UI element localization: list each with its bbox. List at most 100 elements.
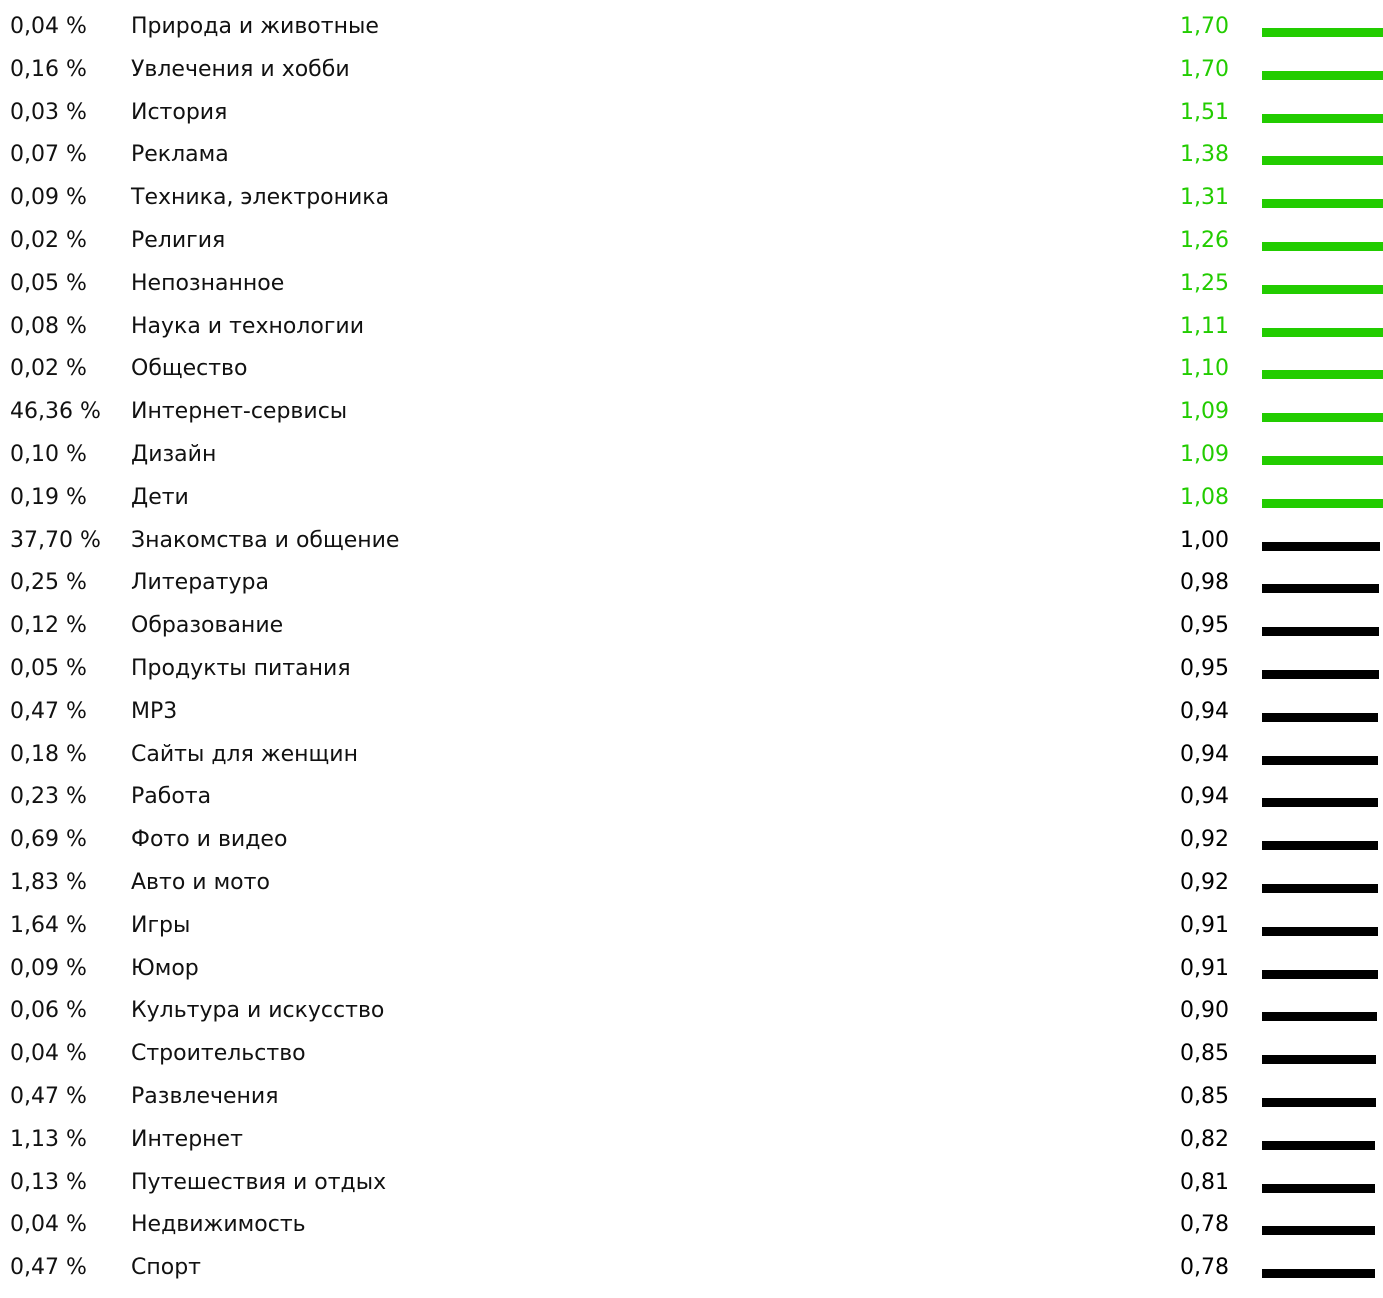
row-index-value: 0,78 [1180, 1255, 1229, 1281]
row-category-label: Культура и искусство [131, 998, 385, 1024]
row-index-value: 0,90 [1180, 998, 1229, 1024]
row-category-label: Авто и мото [131, 870, 270, 895]
row-share: 0,18 % [10, 741, 87, 767]
row-share: 0,04 % [10, 1041, 87, 1067]
row-category-label: Образование [131, 613, 284, 639]
index-bar [1262, 370, 1383, 380]
row-category-label: Общество [131, 356, 248, 382]
table-row: 0,16 % Увлечения и хобби 1,70 [0, 57, 1383, 100]
table-row: 0,04 % Природа и животные 1,70 [0, 14, 1383, 57]
row-share: 0,07 % [10, 142, 87, 168]
row-share: 0,10 % [10, 442, 87, 467]
table-row: 0,13 % Путешествия и отдых 0,81 [0, 1170, 1383, 1213]
table-row: 0,04 % Строительство 0,85 [0, 1041, 1383, 1084]
row-share: 0,25 % [10, 570, 87, 596]
row-share: 0,09 % [10, 185, 87, 211]
row-category-label: Увлечения и хобби [131, 56, 350, 82]
index-bar [1262, 1183, 1375, 1193]
index-bar [1262, 584, 1379, 594]
table-row: 0,02 % Религия 1,26 [0, 228, 1383, 271]
index-bar [1262, 327, 1383, 337]
row-index-value: 0,94 [1180, 784, 1229, 810]
row-index-value: 1,09 [1180, 442, 1229, 467]
row-category-label: Природа и животные [131, 14, 379, 39]
index-bar [1262, 627, 1379, 637]
row-index-value: 1,38 [1180, 142, 1229, 168]
row-share: 0,12 % [10, 613, 87, 639]
row-share: 1,64 % [10, 912, 87, 938]
index-bar [1262, 884, 1378, 893]
row-index-value: 1,08 [1180, 484, 1229, 510]
table-row: 0,47 % MP3 0,94 [0, 699, 1383, 742]
row-index-value: 0,82 [1180, 1126, 1229, 1152]
row-category-label: Работа [131, 784, 212, 810]
row-index-value: 1,51 [1180, 99, 1229, 125]
row-index-value: 0,98 [1180, 570, 1229, 596]
index-bar [1262, 1140, 1375, 1150]
index-bar [1262, 284, 1383, 294]
table-row: 0,25 % Литература 0,98 [0, 570, 1383, 613]
table-row: 46,36 % Интернет-сервисы 1,09 [0, 399, 1383, 442]
index-bar [1262, 1269, 1375, 1279]
row-share: 37,70 % [10, 527, 101, 553]
row-index-value: 0,91 [1180, 912, 1229, 938]
index-bar [1262, 1226, 1375, 1236]
row-category-label: Игры [131, 912, 191, 938]
row-category-label: Спорт [131, 1255, 201, 1281]
row-index-value: 1,31 [1180, 185, 1229, 211]
row-share: 0,69 % [10, 827, 87, 853]
table-row: 0,10 % Дизайн 1,09 [0, 442, 1383, 485]
row-category-label: Путешествия и отдых [131, 1169, 387, 1195]
table-row: 0,09 % Юмор 0,91 [0, 956, 1383, 999]
row-share: 0,04 % [10, 1212, 87, 1238]
index-bar [1262, 70, 1383, 80]
row-category-label: Литература [131, 570, 269, 596]
row-index-value: 1,09 [1180, 399, 1229, 425]
row-index-value: 0,95 [1180, 656, 1229, 681]
row-share: 1,83 % [10, 870, 87, 895]
row-index-value: 0,81 [1180, 1169, 1229, 1195]
row-category-label: Продукты питания [131, 656, 351, 681]
index-bar [1262, 199, 1383, 209]
index-bar [1262, 242, 1383, 251]
index-bar [1262, 1055, 1376, 1065]
table-row: 1,64 % Игры 0,91 [0, 913, 1383, 956]
index-bar [1262, 969, 1378, 979]
table-row: 0,09 % Техника, электроника 1,31 [0, 185, 1383, 228]
row-index-value: 1,25 [1180, 270, 1229, 296]
row-category-label: Дети [131, 484, 189, 510]
row-share: 0,13 % [10, 1169, 87, 1195]
row-index-value: 0,92 [1180, 870, 1229, 895]
table-row: 0,69 % Фото и видео 0,92 [0, 827, 1383, 870]
row-share: 0,06 % [10, 998, 87, 1024]
row-category-label: Религия [131, 228, 226, 253]
row-index-value: 0,91 [1180, 955, 1229, 981]
row-index-value: 0,85 [1180, 1041, 1229, 1067]
index-bar [1262, 28, 1383, 37]
row-index-value: 1,10 [1180, 356, 1229, 382]
table-row: 0,47 % Спорт 0,78 [0, 1255, 1383, 1298]
row-category-label: История [131, 99, 228, 125]
index-bar [1262, 456, 1383, 465]
table-row: 0,06 % Культура и искусство 0,90 [0, 998, 1383, 1041]
index-bar [1262, 670, 1379, 679]
table-row: 0,19 % Дети 1,08 [0, 485, 1383, 528]
table-row: 0,07 % Реклама 1,38 [0, 142, 1383, 185]
row-index-value: 0,94 [1180, 741, 1229, 767]
row-category-label: Знакомства и общение [131, 527, 400, 553]
index-bar [1262, 1098, 1376, 1107]
index-bar [1262, 113, 1383, 123]
row-index-value: 1,70 [1180, 56, 1229, 82]
row-index-value: 0,85 [1180, 1084, 1229, 1109]
row-share: 0,05 % [10, 270, 87, 296]
index-bar [1262, 156, 1383, 166]
row-share: 1,13 % [10, 1126, 87, 1152]
table-row: 0,03 % История 1,51 [0, 100, 1383, 143]
index-bar [1262, 541, 1380, 551]
row-category-label: Интернет-сервисы [131, 399, 348, 425]
row-share: 0,47 % [10, 1084, 87, 1109]
table-row: 1,83 % Авто и мото 0,92 [0, 870, 1383, 913]
index-bar [1262, 498, 1383, 508]
index-bar [1262, 926, 1378, 936]
